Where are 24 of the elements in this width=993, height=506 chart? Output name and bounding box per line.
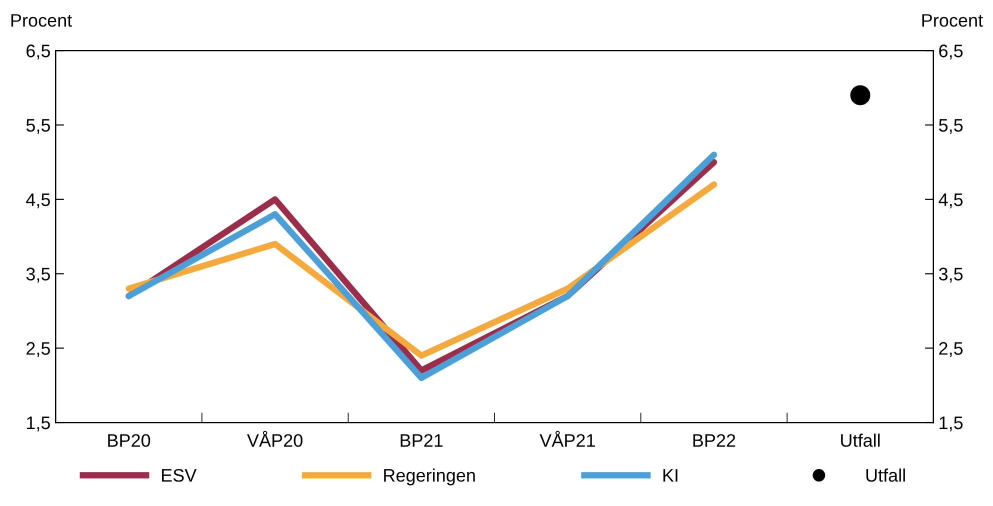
x-tick-label: VÅP21 — [540, 430, 595, 447]
y2-axis-title: Procent — [922, 14, 983, 27]
y-tick-label: 3,5 — [26, 268, 50, 283]
x-tick-label: VÅP20 — [247, 430, 302, 447]
y2-tick-label: 1,5 — [940, 416, 963, 432]
legend-label: KI — [663, 469, 678, 482]
y-tick-label: 1,5 — [27, 416, 50, 432]
y-tick-label: 6,5 — [26, 44, 50, 60]
y2-tick-label: 6,5 — [939, 44, 963, 60]
y2-tick-label: 3,5 — [938, 268, 963, 283]
y-tick-label: 2,5 — [26, 342, 50, 357]
x-tick-label: BP22 — [693, 434, 736, 447]
x-tick-label: BP21 — [400, 434, 443, 447]
y2-tick-label: 4,5 — [938, 193, 963, 208]
x-tick-label: BP20 — [108, 434, 150, 447]
y-tick-label: 5,5 — [26, 119, 50, 134]
y2-tick-label: 5,5 — [939, 119, 963, 134]
legend-label: Regeringen — [384, 468, 475, 486]
y-tick-label: 4,5 — [26, 193, 50, 208]
y2-tick-label: 2,5 — [939, 342, 963, 357]
legend-label: Utfall — [866, 468, 905, 482]
legend-label: ESV — [162, 468, 197, 482]
x-tick-label: Utfall — [841, 434, 880, 447]
y-axis-title: Procent — [11, 14, 72, 27]
